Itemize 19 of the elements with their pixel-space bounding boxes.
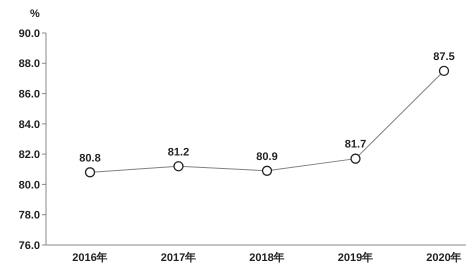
data-label: 87.5 (433, 50, 455, 63)
y-tick-label: 88.0 (18, 58, 40, 70)
x-tick-label: 2019年 (338, 250, 374, 264)
x-tick-label: 2020年 (426, 250, 462, 264)
y-tick-label: 86.0 (18, 88, 40, 100)
data-label: 80.8 (79, 152, 101, 164)
y-tick-label: 80.0 (18, 179, 40, 192)
y-tick-label: 90.0 (18, 28, 40, 40)
y-tick-label: 78.0 (18, 210, 40, 222)
y-tick-label: 82.0 (18, 149, 40, 162)
data-label: 80.9 (256, 150, 278, 163)
data-label: 81.2 (168, 146, 190, 158)
x-tick-label: 2017年 (160, 250, 196, 264)
data-label: 81.7 (344, 138, 366, 151)
x-tick-label: 2018年 (249, 250, 285, 264)
y-tick-label: 84.0 (18, 118, 40, 131)
y-axis-title: % (30, 8, 40, 20)
x-tick-label: 2016年 (72, 250, 108, 264)
y-tick-label: 76.0 (18, 240, 40, 252)
